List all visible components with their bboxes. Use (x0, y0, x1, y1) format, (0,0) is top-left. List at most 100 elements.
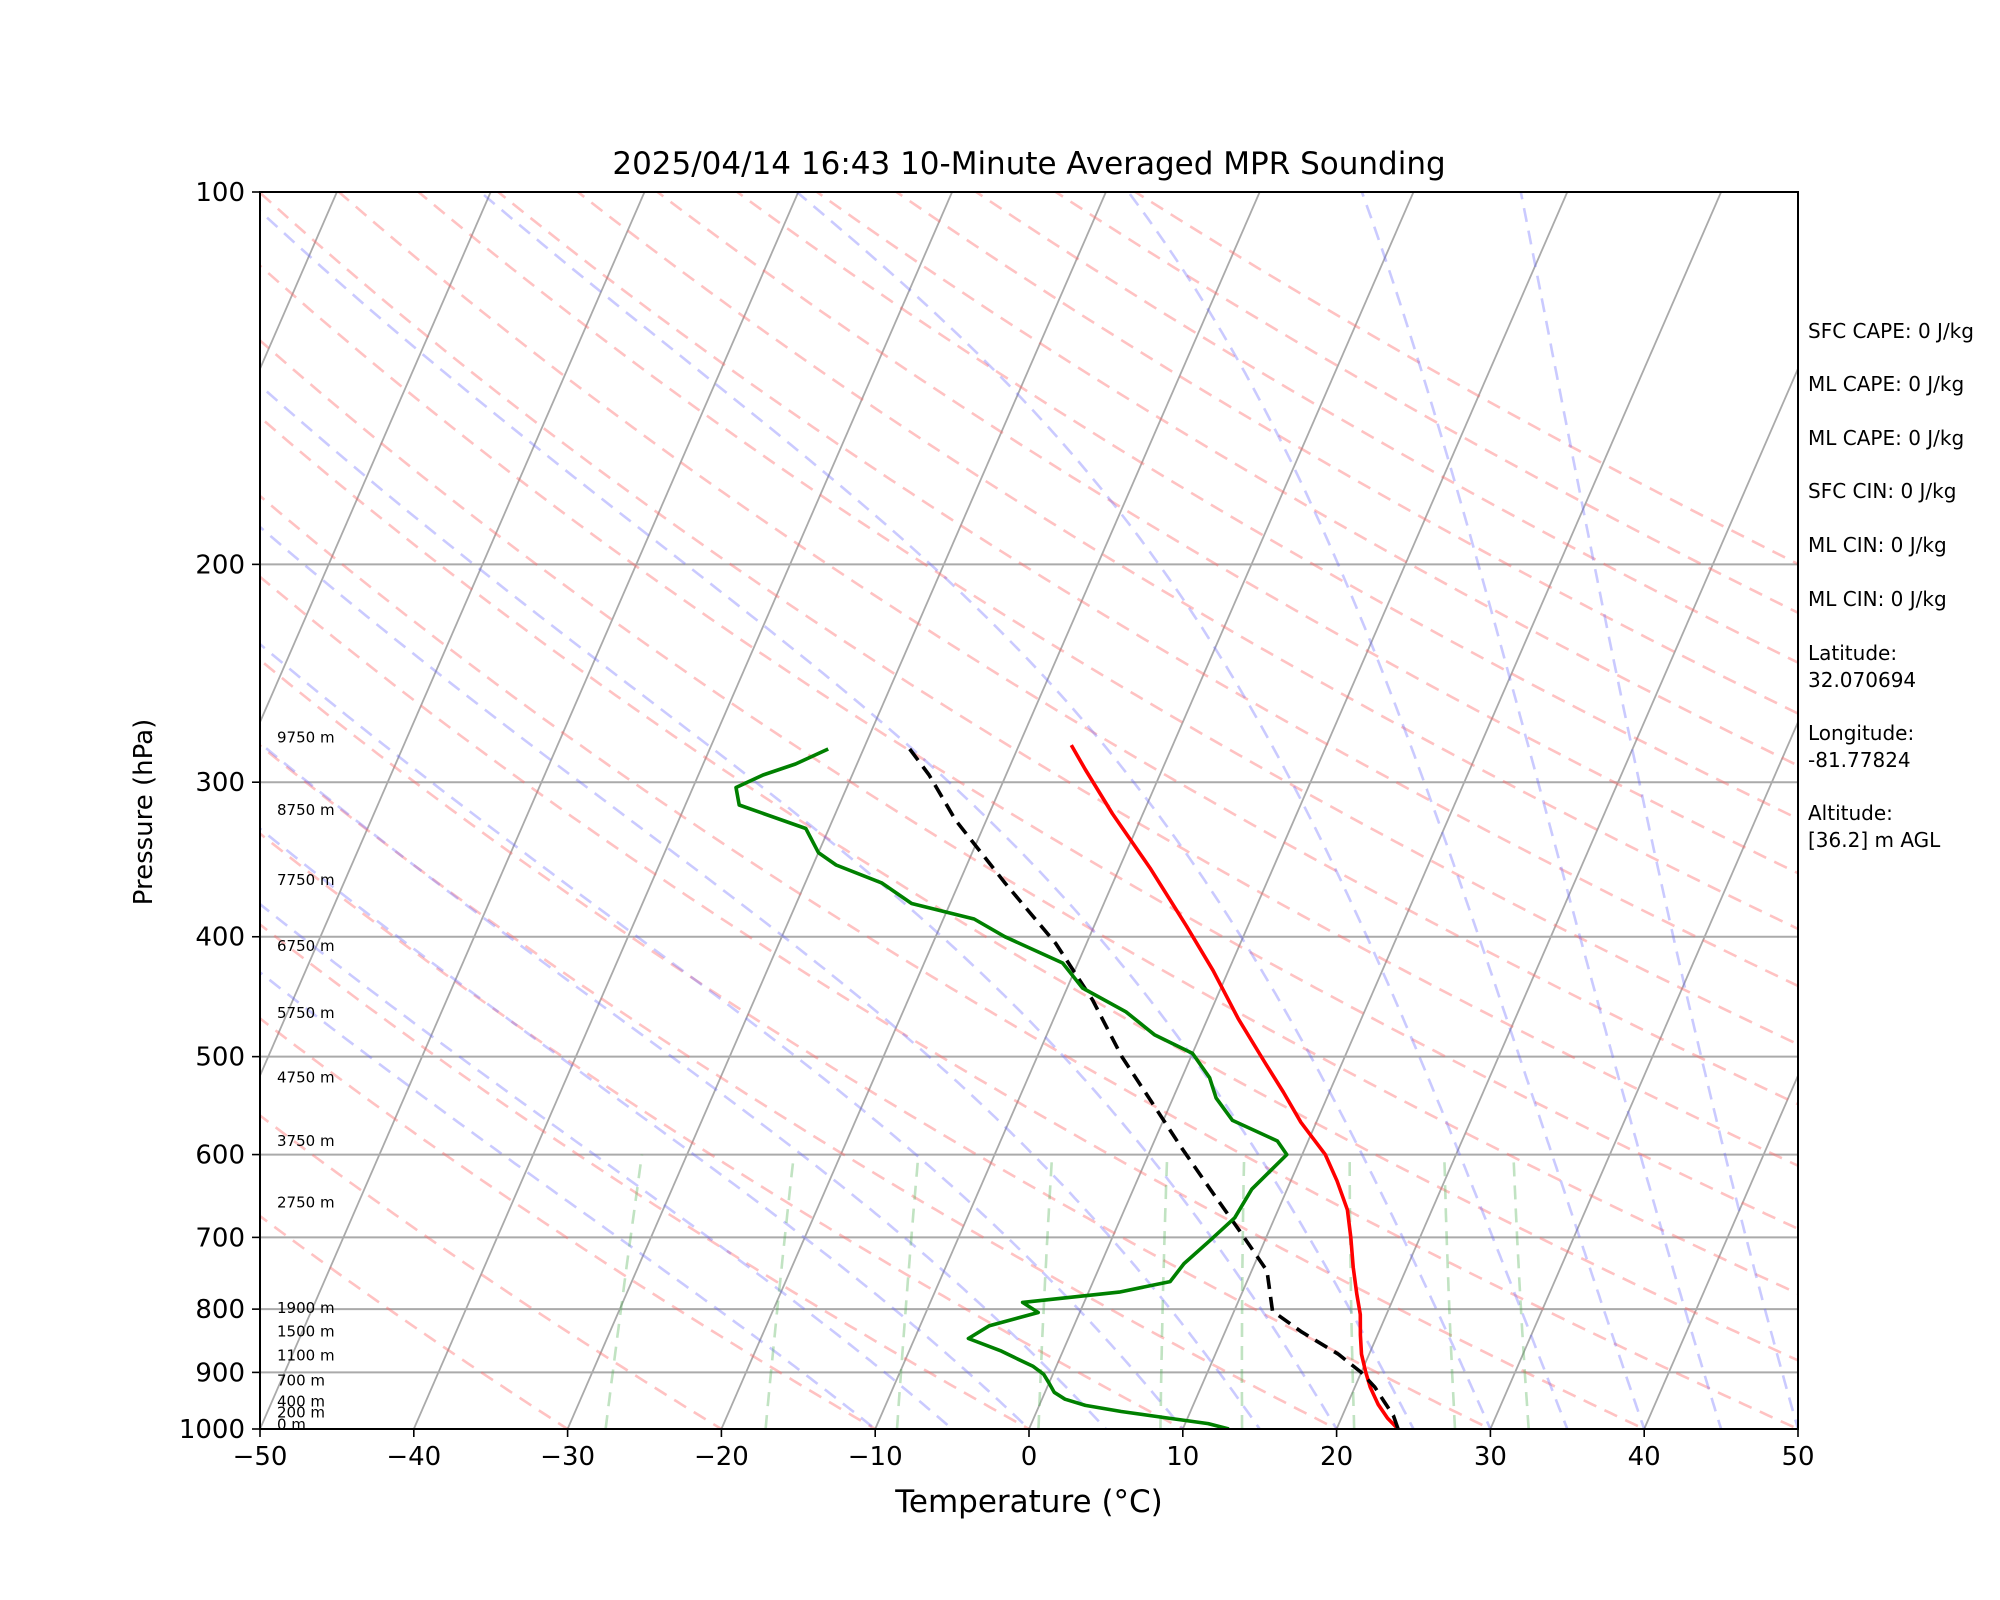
x-tick-label: −50 (233, 1442, 288, 1472)
isotherm-line (1181, 192, 1722, 1429)
altitude-text: Altitude: [36.2] m AGL (1808, 801, 1941, 852)
height-label: 1100 m (277, 1346, 335, 1364)
dry-adiabat-line (260, 415, 1798, 1362)
chart-title: 2025/04/14 16:43 10-Minute Averaged MPR … (612, 146, 1445, 182)
height-label: 700 m (277, 1372, 325, 1390)
mixing-ratio-line (1240, 1154, 1246, 1429)
x-tick-label: 40 (1628, 1442, 1661, 1472)
moist-adiabat-line (260, 525, 1262, 1429)
mixing-ratio-line (1512, 1154, 1530, 1429)
ml-cape-text-2: ML CAPE: 0 J/kg (1808, 426, 1965, 450)
y-tick-label: 500 (195, 1043, 245, 1073)
isotherm-line (0, 192, 29, 1429)
y-tick-label: 200 (195, 550, 245, 580)
mixing-ratio-line (1348, 1154, 1356, 1429)
moist-adiabat-line (260, 209, 1415, 1429)
x-tick-label: 10 (1166, 1442, 1199, 1472)
x-tick-label: −10 (848, 1442, 903, 1472)
x-tick-label: −20 (694, 1442, 749, 1472)
isotherm-line (874, 192, 1415, 1429)
dry-adiabat-line (260, 575, 1648, 1429)
isotherm-line (1335, 366, 1798, 1429)
dry-adiabat-line (260, 338, 1798, 1296)
y-tick-label: 900 (195, 1358, 245, 1388)
mixing-ratio-line (764, 1154, 796, 1429)
y-tick-label: 400 (195, 923, 245, 953)
height-label: 1500 m (277, 1322, 335, 1340)
moist-adiabat-line (260, 383, 1339, 1429)
x-tick-label: 20 (1320, 1442, 1353, 1472)
background-grid (0, 192, 1798, 1429)
height-label: 6750 m (277, 937, 335, 955)
height-label: 200 m (277, 1404, 325, 1422)
mixing-ratio-line (1443, 1154, 1457, 1429)
isotherm-line (1489, 719, 1798, 1429)
axes: −50 −40 −30 −20 −10 0 10 20 30 40 50 100 200 300 400 50… (179, 178, 1815, 1472)
moist-adiabat-line (795, 192, 1569, 1429)
dry-adiabat-line (260, 192, 1798, 1168)
x-tick-label: −40 (386, 1442, 441, 1472)
height-label: 9750 m (277, 728, 335, 746)
y-axis-label: Pressure (hPa) (129, 719, 159, 906)
height-label: 5750 m (277, 1004, 335, 1022)
dewpoint-line (734, 747, 1289, 1429)
moist-adiabat-line (260, 642, 1185, 1429)
moist-adiabat-line (260, 741, 1108, 1429)
height-labels: 9750 m 8750 m 7750 m 6750 m 5750 m 4750 m 3750… (277, 728, 335, 1433)
dry-adiabat-line (416, 192, 1798, 1046)
y-tick-label: 100 (195, 178, 245, 208)
x-tick-label: 0 (1021, 1442, 1038, 1472)
height-label: 8750 m (277, 801, 335, 819)
isotherm-line (720, 192, 1261, 1429)
moist-adiabat-line (260, 902, 955, 1429)
dry-adiabat-line (496, 192, 1798, 988)
y-tick-label: 600 (195, 1141, 245, 1171)
height-label: 2750 m (277, 1194, 335, 1212)
mixing-ratio-line (1159, 1154, 1169, 1429)
moist-adiabat-line (1127, 192, 1646, 1429)
dry-adiabat-line (260, 1113, 724, 1429)
y-tick-label: 700 (195, 1223, 245, 1253)
height-label: 1900 m (277, 1299, 335, 1317)
dry-adiabat-line (260, 494, 1798, 1429)
dry-adiabat-line (336, 192, 1798, 1106)
ml-cin-text: ML CIN: 0 J/kg (1808, 533, 1947, 557)
y-tick-label: 1000 (179, 1415, 245, 1445)
height-label: 4750 m (277, 1069, 335, 1087)
moist-adiabat-line (1519, 192, 1798, 1429)
height-label: 400 m (277, 1392, 325, 1410)
sfc-cape-text: SFC CAPE: 0 J/kg (1808, 319, 1974, 343)
isotherm-line (260, 192, 492, 725)
ml-cape-text: ML CAPE: 0 J/kg (1808, 372, 1965, 396)
height-label: 0 m (277, 1416, 306, 1434)
isotherm-line (260, 192, 646, 1078)
moist-adiabat-line (479, 192, 1492, 1429)
isotherm-line (260, 192, 800, 1429)
y-tick-label: 800 (195, 1295, 245, 1325)
mixing-ratio-line (604, 1154, 644, 1429)
dry-adiabat-line (260, 1214, 571, 1429)
sfc-cin-text: SFC CIN: 0 J/kg (1808, 479, 1957, 503)
dry-adiabat-line (655, 192, 1798, 875)
moist-adiabat-line (260, 970, 878, 1429)
y-tick-label: 300 (195, 768, 245, 798)
moist-adiabat-line (260, 827, 1031, 1429)
dry-adiabat-line (260, 1016, 878, 1429)
isotherm-line (1028, 192, 1569, 1429)
isotherm-line (566, 192, 1107, 1429)
dry-adiabat-line (260, 264, 1798, 1231)
longitude-text: Longitude: -81.77824 (1808, 721, 1915, 772)
x-tick-label: 50 (1781, 1442, 1814, 1472)
mixing-ratio-line (1037, 1154, 1054, 1429)
dry-adiabat-line (260, 922, 1032, 1429)
series-group (734, 744, 1400, 1429)
height-label: 3750 m (277, 1132, 335, 1150)
temperature-line (1069, 744, 1400, 1429)
parcel-path-line (908, 747, 1400, 1429)
x-axis-label: Temperature (°C) (894, 1484, 1163, 1520)
height-label: 7750 m (277, 871, 335, 889)
dry-adiabat-line (260, 743, 1340, 1429)
dry-adiabat-line (260, 831, 1186, 1429)
isotherm-line (412, 192, 953, 1429)
